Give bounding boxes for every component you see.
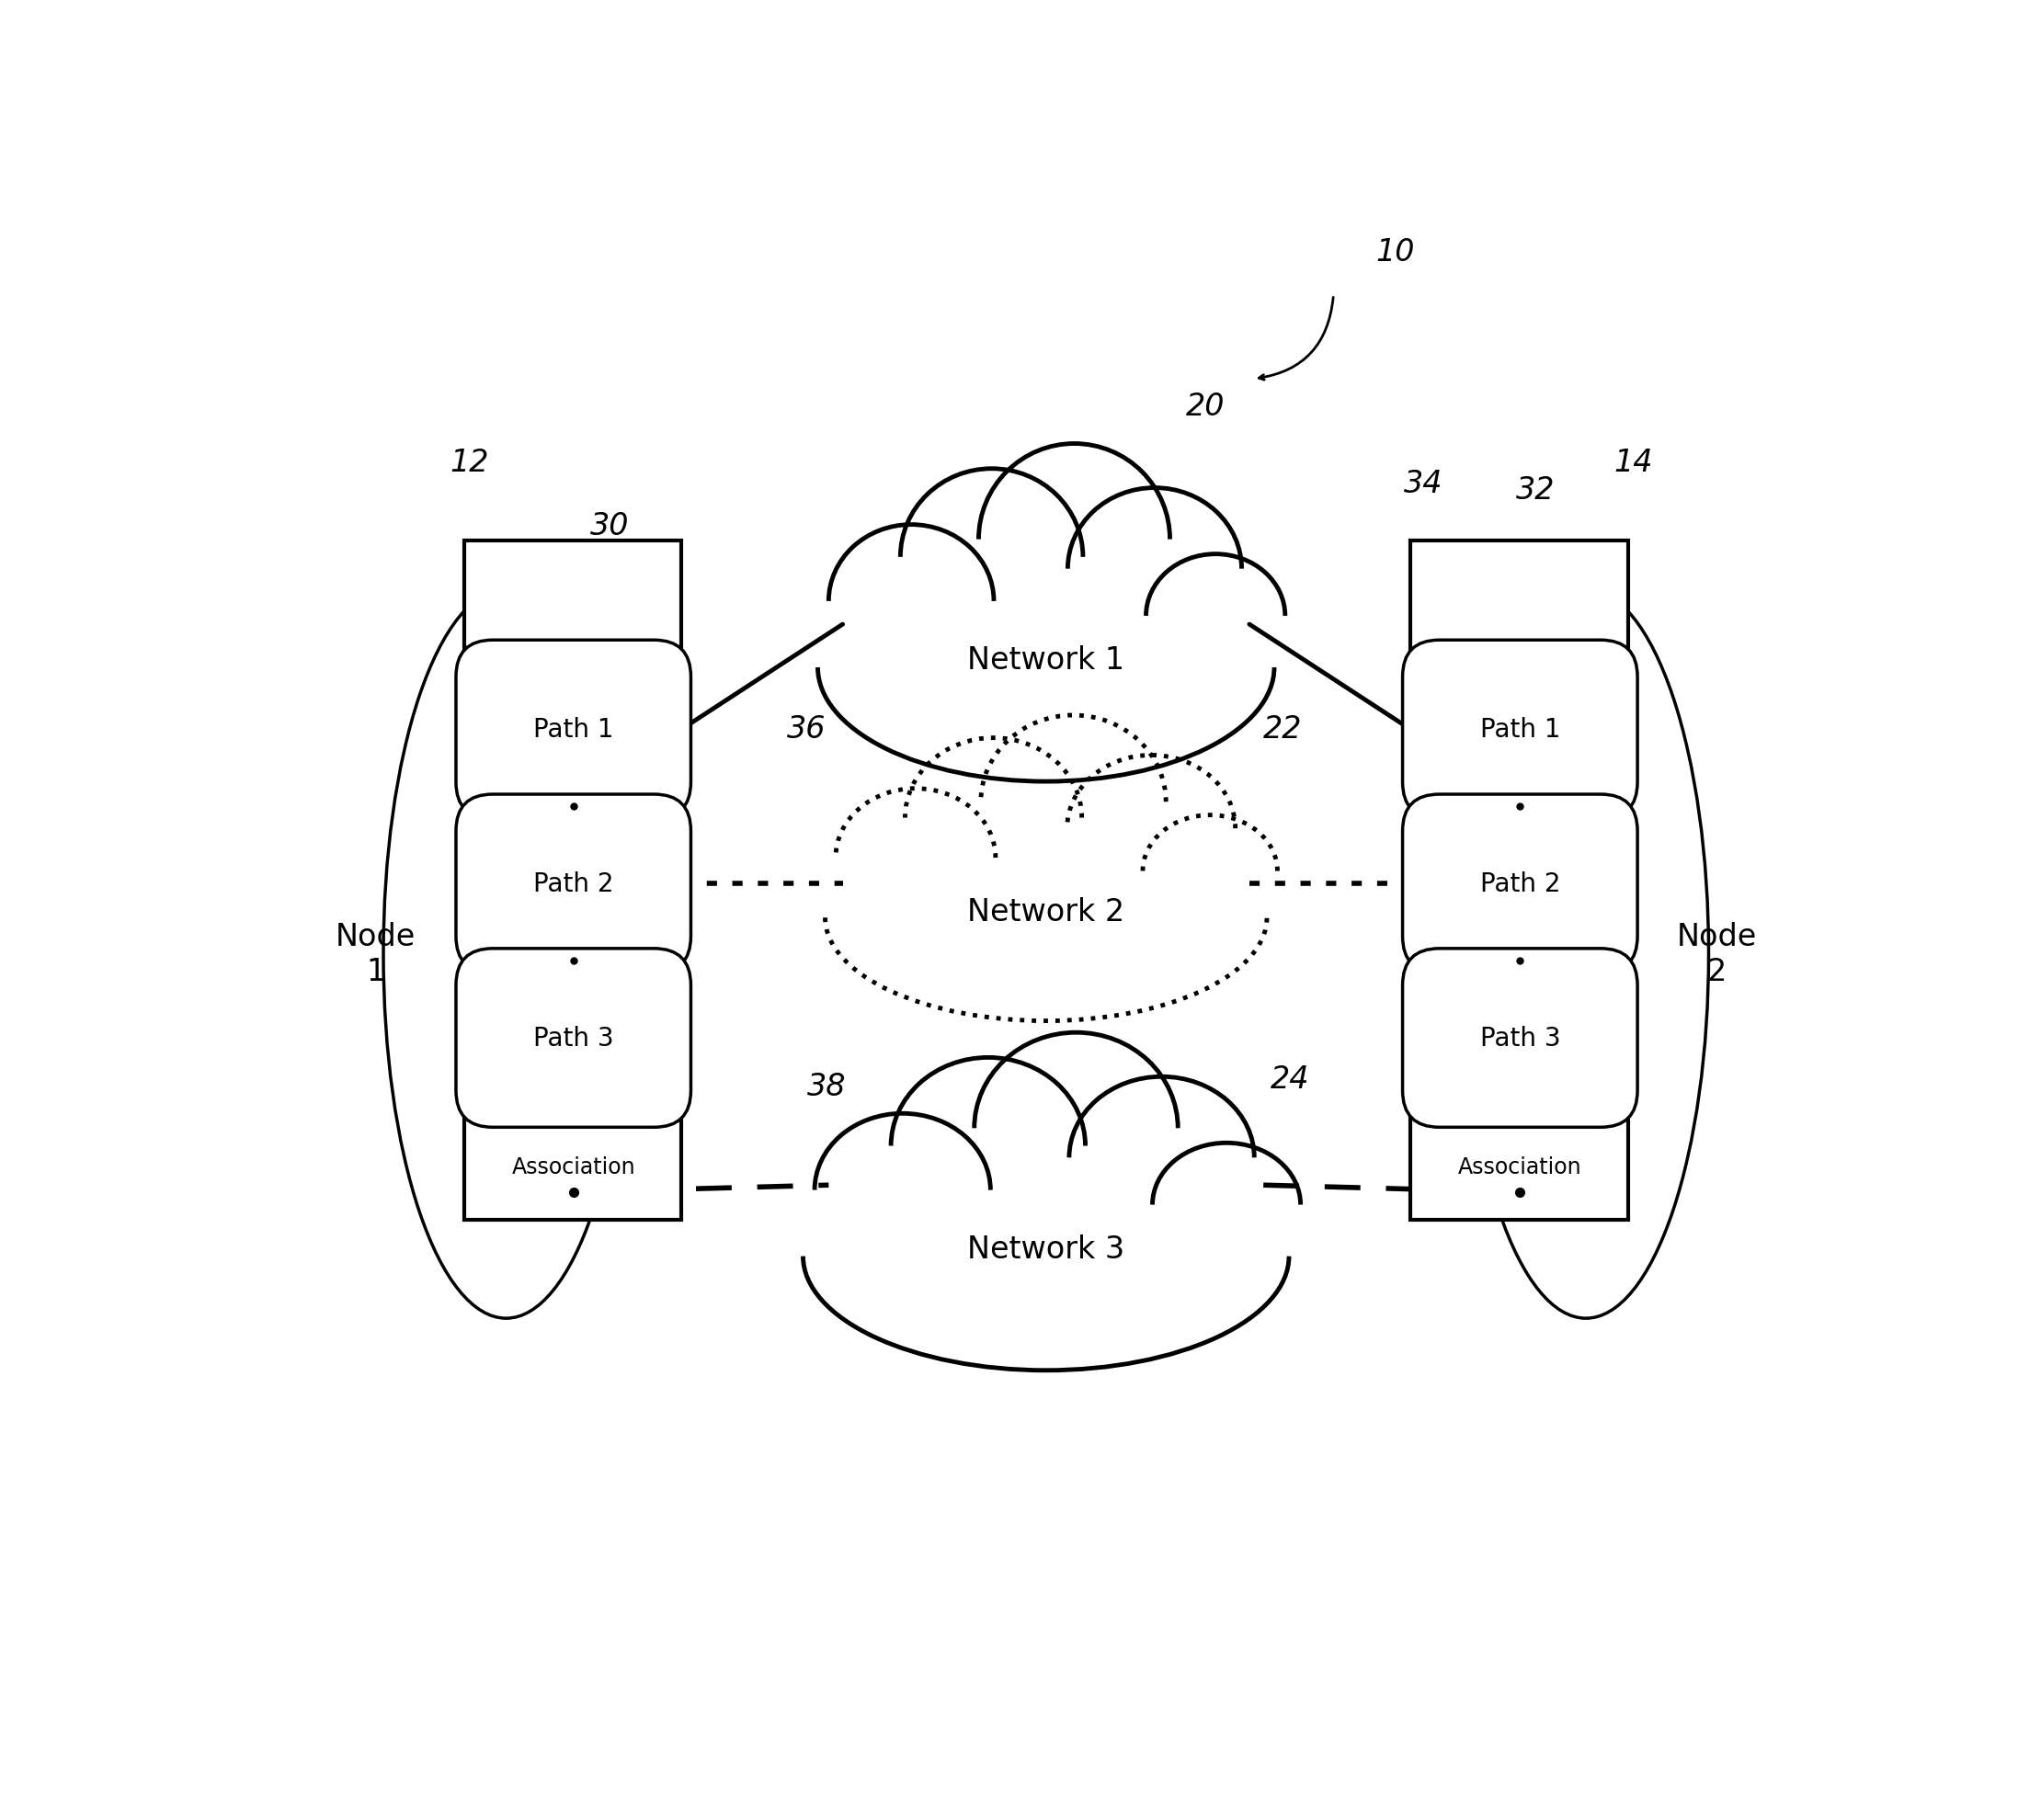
Ellipse shape — [1145, 555, 1286, 679]
Ellipse shape — [802, 1143, 1290, 1370]
Text: Path 3: Path 3 — [533, 1025, 614, 1052]
Ellipse shape — [982, 715, 1165, 888]
Text: 20: 20 — [1186, 391, 1225, 422]
Text: Network 1: Network 1 — [967, 646, 1125, 675]
Ellipse shape — [1067, 488, 1241, 650]
Text: Network 3: Network 3 — [967, 1234, 1125, 1265]
FancyBboxPatch shape — [455, 948, 690, 1128]
FancyBboxPatch shape — [1410, 541, 1629, 1221]
Ellipse shape — [384, 590, 629, 1318]
FancyBboxPatch shape — [455, 795, 690, 974]
Ellipse shape — [825, 815, 1267, 1021]
Text: 30: 30 — [590, 510, 629, 541]
Text: 10: 10 — [1376, 237, 1414, 268]
Text: 22: 22 — [1263, 713, 1302, 744]
FancyBboxPatch shape — [1402, 641, 1637, 819]
Text: Path 2: Path 2 — [533, 872, 614, 897]
Ellipse shape — [802, 1143, 1290, 1370]
Text: 38: 38 — [808, 1070, 847, 1101]
Ellipse shape — [1153, 1143, 1300, 1267]
Ellipse shape — [900, 470, 1084, 646]
Ellipse shape — [814, 1114, 990, 1267]
Ellipse shape — [974, 1032, 1178, 1225]
Text: Path 1: Path 1 — [533, 717, 614, 743]
Ellipse shape — [978, 444, 1169, 635]
Ellipse shape — [818, 553, 1274, 783]
Text: 24: 24 — [1270, 1065, 1310, 1094]
Text: 34: 34 — [1404, 468, 1443, 499]
Text: Path 2: Path 2 — [1480, 872, 1559, 897]
FancyBboxPatch shape — [455, 641, 690, 819]
FancyBboxPatch shape — [1402, 948, 1637, 1128]
FancyBboxPatch shape — [463, 541, 682, 1221]
Ellipse shape — [1143, 815, 1278, 928]
Ellipse shape — [829, 526, 994, 679]
Ellipse shape — [835, 788, 996, 928]
Ellipse shape — [818, 553, 1274, 783]
Text: 36: 36 — [786, 713, 827, 744]
Text: 12: 12 — [449, 448, 490, 477]
Text: Path 1: Path 1 — [1480, 717, 1559, 743]
Text: Node
2: Node 2 — [1676, 921, 1757, 986]
Ellipse shape — [1067, 755, 1235, 903]
Text: 14: 14 — [1614, 448, 1653, 477]
Ellipse shape — [892, 1057, 1086, 1234]
Text: Association: Association — [1457, 1156, 1582, 1178]
Ellipse shape — [904, 739, 1082, 897]
Ellipse shape — [1463, 590, 1708, 1318]
Ellipse shape — [1069, 1077, 1255, 1239]
Ellipse shape — [825, 815, 1267, 1021]
FancyBboxPatch shape — [1402, 795, 1637, 974]
Text: Node
1: Node 1 — [335, 921, 416, 986]
Text: Path 3: Path 3 — [1480, 1025, 1559, 1052]
Text: Network 2: Network 2 — [967, 895, 1125, 926]
Text: Association: Association — [512, 1156, 635, 1178]
Text: 32: 32 — [1516, 475, 1555, 506]
